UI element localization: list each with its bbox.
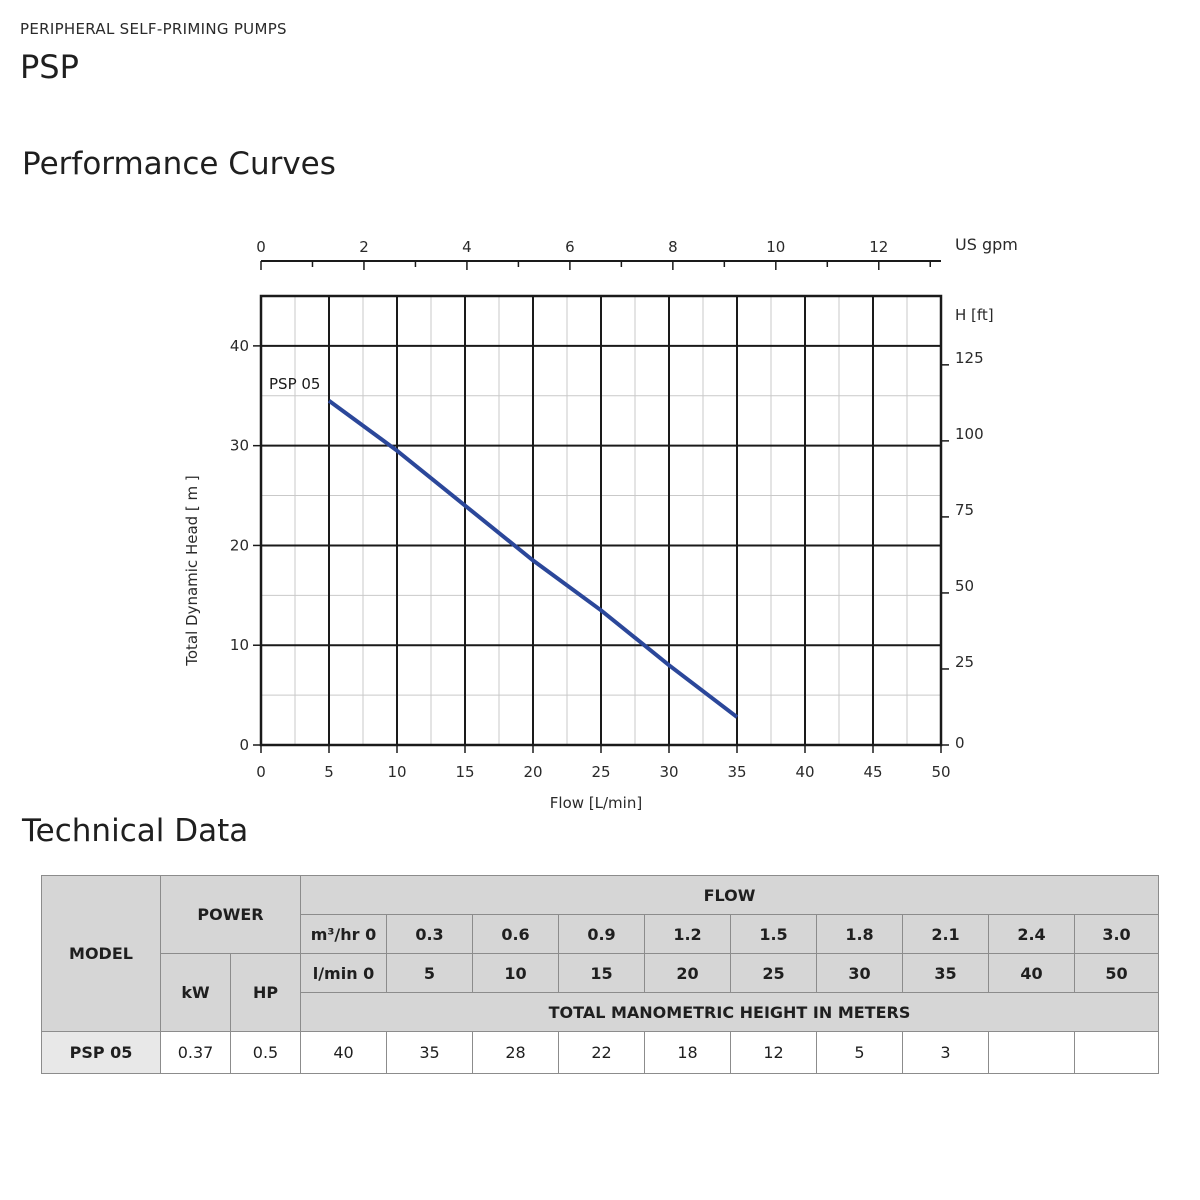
right-axis-tick-label: 75 (955, 501, 974, 519)
height-cell: 18 (644, 1031, 731, 1074)
kw-header: kW (160, 953, 231, 1032)
y-axis-label: Total Dynamic Head [ m ] (183, 475, 201, 667)
m3hr-value: 0.6 (472, 914, 559, 954)
x-tick-label: 20 (523, 763, 542, 781)
tmh-header: TOTAL MANOMETRIC HEIGHT IN METERS (300, 992, 1159, 1032)
height-cell (1074, 1031, 1159, 1074)
hp-cell: 0.5 (230, 1031, 301, 1074)
top-axis-label: US gpm (955, 235, 1018, 254)
lmin-value: 20 (644, 953, 731, 993)
height-cell: 12 (730, 1031, 817, 1074)
model-cell: PSP 05 (41, 1031, 161, 1074)
x-tick-label: 30 (659, 763, 678, 781)
lmin-value: 30 (816, 953, 903, 993)
lmin-value: 15 (558, 953, 645, 993)
m3hr-value: 1.8 (816, 914, 903, 954)
top-axis-tick-label: 2 (359, 238, 369, 256)
height-cell: 22 (558, 1031, 645, 1074)
x-tick-label: 50 (931, 763, 950, 781)
table-row: PSP 05 0.37 0.5 40 35 28 22 18 12 5 3 (41, 1031, 1159, 1074)
lmin-value: 35 (902, 953, 989, 993)
right-axis-label: H [ft] (955, 306, 994, 324)
x-tick-label: 15 (455, 763, 474, 781)
top-axis-tick-label: 6 (565, 238, 575, 256)
series-label: PSP 05 (269, 375, 320, 393)
m3hr-value: 3.0 (1074, 914, 1159, 954)
performance-section-title: Performance Curves (22, 146, 336, 182)
top-axis-tick-label: 10 (766, 238, 785, 256)
height-cell (988, 1031, 1075, 1074)
right-axis-tick-label: 125 (955, 349, 984, 367)
lmin-value: 10 (472, 953, 559, 993)
height-cell: 28 (472, 1031, 559, 1074)
y-tick-label: 30 (230, 437, 249, 455)
height-cell: 3 (902, 1031, 989, 1074)
right-axis-tick-label: 0 (955, 734, 965, 752)
model-header: MODEL (41, 875, 161, 1032)
x-tick-label: 45 (863, 763, 882, 781)
technical-data-table: MODEL POWER FLOW m³/hr 0 0.3 0.6 0.9 1.2 1.5… (41, 875, 1159, 1074)
m3hr-label: m³/hr 0 (300, 914, 387, 954)
right-axis-tick-label: 25 (955, 653, 974, 671)
x-tick-label: 40 (795, 763, 814, 781)
y-tick-label: 10 (230, 636, 249, 654)
m3hr-value: 1.2 (644, 914, 731, 954)
performance-chart: 0 10 20 30 40 0 5 10 15 20 25 30 35 40 45 50 0 2 4 6 8 10 12 US… (183, 235, 1018, 812)
x-tick-label: 25 (591, 763, 610, 781)
x-tick-label: 10 (387, 763, 406, 781)
top-axis-tick-label: 0 (256, 238, 266, 256)
technical-section-title: Technical Data (22, 813, 249, 849)
y-tick-label: 40 (230, 337, 249, 355)
lmin-value: 25 (730, 953, 817, 993)
top-axis-tick-label: 8 (668, 238, 678, 256)
page-title: PSP (20, 48, 79, 86)
right-axis-tick-label: 50 (955, 577, 974, 595)
height-cell: 5 (816, 1031, 903, 1074)
x-axis-label: Flow [L/min] (550, 794, 642, 812)
lmin-value: 5 (386, 953, 473, 993)
lmin-value: 50 (1074, 953, 1159, 993)
y-tick-label: 20 (230, 536, 249, 554)
kw-cell: 0.37 (160, 1031, 231, 1074)
x-tick-label: 35 (727, 763, 746, 781)
m3hr-value: 2.1 (902, 914, 989, 954)
m3hr-value: 2.4 (988, 914, 1075, 954)
flow-header: FLOW (300, 875, 1159, 915)
m3hr-value: 0.9 (558, 914, 645, 954)
right-axis-tick-label: 100 (955, 425, 984, 443)
m3hr-value: 0.3 (386, 914, 473, 954)
top-axis-tick-label: 12 (869, 238, 888, 256)
power-header: POWER (160, 875, 301, 954)
page-kicker: PERIPHERAL SELF-PRIMING PUMPS (20, 20, 287, 38)
top-axis-tick-label: 4 (462, 238, 472, 256)
lmin-label: l/min 0 (300, 953, 387, 993)
m3hr-value: 1.5 (730, 914, 817, 954)
lmin-value: 40 (988, 953, 1075, 993)
x-tick-label: 5 (324, 763, 334, 781)
y-tick-label: 0 (239, 736, 249, 754)
height-cell: 40 (300, 1031, 387, 1074)
height-cell: 35 (386, 1031, 473, 1074)
x-tick-label: 0 (256, 763, 266, 781)
hp-header: HP (230, 953, 301, 1032)
